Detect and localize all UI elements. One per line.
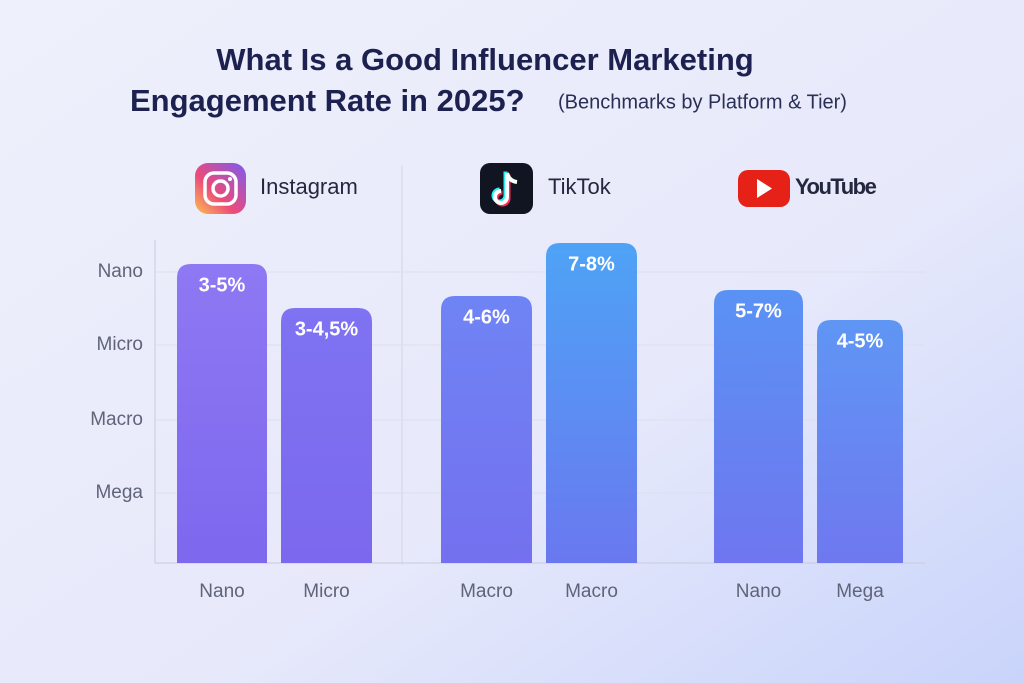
title-line: What Is a Good Influencer Marketing: [216, 42, 753, 77]
category-label: Mega: [836, 581, 884, 602]
bar: [441, 296, 532, 563]
instagram-icon: [195, 163, 246, 214]
bar-label: 3-4,5%: [295, 318, 359, 340]
tier-label: Micro: [97, 334, 143, 355]
category-label: Macro: [565, 581, 618, 602]
bar-label: 5-7%: [735, 300, 782, 322]
bar-label: 7-8%: [568, 253, 615, 275]
bar: [546, 243, 637, 563]
tier-label: Macro: [90, 409, 143, 430]
bar: [177, 264, 267, 563]
bar: [714, 290, 803, 563]
category-label: Micro: [303, 581, 349, 602]
bar: [281, 308, 372, 563]
platform-name: TikTok: [548, 174, 612, 199]
platform-name: YouTube: [795, 174, 877, 199]
bar-label: 3-5%: [199, 274, 246, 296]
tiktok-icon: [480, 163, 533, 214]
tier-label: Mega: [95, 482, 143, 503]
bar: [817, 320, 903, 563]
category-label: Nano: [199, 581, 244, 602]
bar-label: 4-5%: [837, 330, 884, 352]
subtitle: (Benchmarks by Platform & Tier): [558, 91, 847, 113]
bar-label: 4-6%: [463, 306, 510, 328]
category-label: Nano: [736, 581, 781, 602]
title-line: Engagement Rate in 2025?: [130, 83, 525, 118]
youtube-icon: [738, 170, 790, 207]
platform-name: Instagram: [260, 174, 358, 199]
tier-label: Nano: [98, 261, 143, 282]
category-label: Macro: [460, 581, 513, 602]
